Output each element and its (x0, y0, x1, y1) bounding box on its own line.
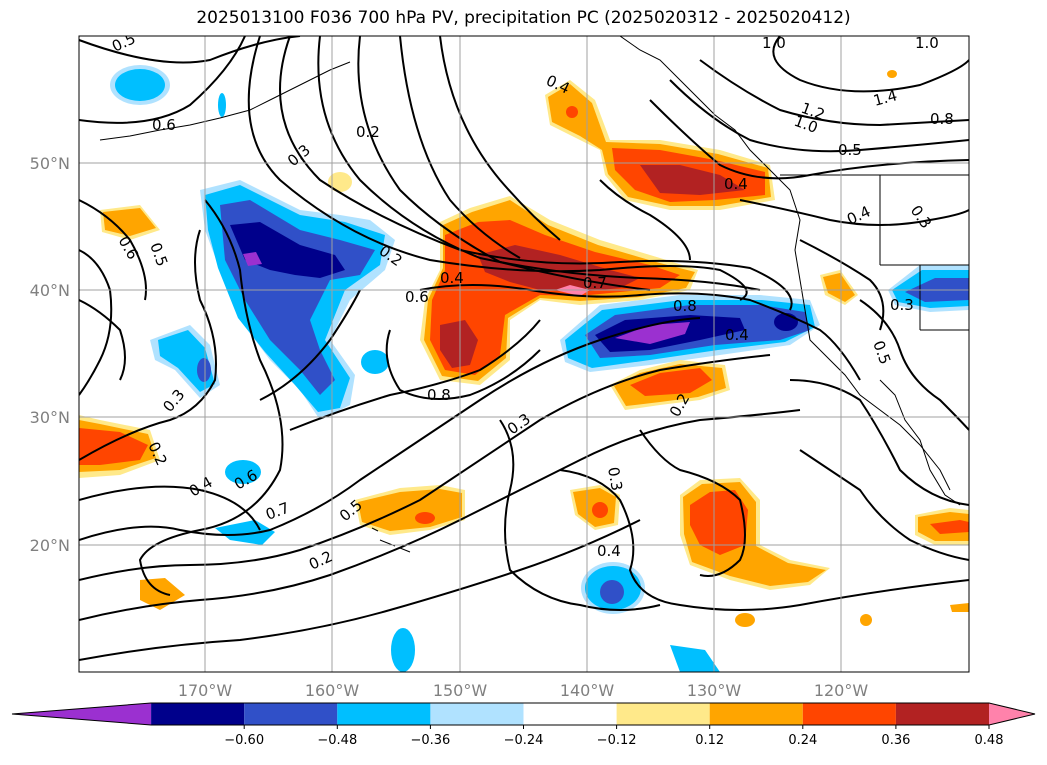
colorbar-segment (895, 703, 989, 725)
contour-label: 0.2 (356, 123, 380, 141)
lon-label: 130°W (687, 681, 742, 700)
contour-label: 0.8 (673, 297, 697, 315)
lon-label: 120°W (814, 681, 869, 700)
coastlines (99, 36, 969, 553)
contour-label: 0.3 (890, 296, 914, 314)
contour-label: 0.7 (583, 274, 607, 292)
contour-label: 0.4 (440, 269, 464, 287)
colorbar-tick-label: 0.36 (881, 733, 910, 748)
colorbar-segment (802, 703, 896, 725)
contour-label: 0.5 (838, 141, 862, 159)
colorbar-segment (709, 703, 803, 725)
lon-label: 160°W (305, 681, 360, 700)
contour-label: 0.6 (152, 116, 176, 134)
lon-label: 170°W (178, 681, 233, 700)
colorbar-tick-label: 0.48 (975, 733, 1004, 748)
colorbar-outline (11, 702, 1036, 726)
colorbar-tick-label: −0.24 (504, 733, 544, 748)
pv-contours (79, 36, 969, 661)
lon-label: 140°W (560, 681, 615, 700)
colorbar-segment (430, 703, 524, 725)
colorbar-tick-label: −0.48 (317, 733, 357, 748)
contour-label: 0.4 (724, 175, 748, 193)
map-title: 2025013100 F036 700 hPa PV, precipitatio… (196, 8, 851, 28)
plot-area (79, 36, 969, 672)
graticule (79, 36, 969, 672)
colorbar-tick-label: 0.12 (695, 733, 724, 748)
colorbar-segment (151, 703, 245, 725)
colorbar-tick-label: −0.36 (410, 733, 450, 748)
lat-label: 20°N (30, 536, 70, 555)
colorbar-extend-min (12, 703, 152, 725)
colorbar-segment (337, 703, 431, 725)
contour-label: 0.8 (930, 110, 954, 128)
contour-label: 0.6 (405, 288, 429, 306)
colorbar-segment (523, 703, 617, 725)
contour-label: 1.0 (762, 34, 786, 52)
lon-label: 150°W (433, 681, 488, 700)
colorbar-segment (244, 703, 338, 725)
colorbar-segment (616, 703, 710, 725)
lat-label: 50°N (30, 154, 70, 173)
colorbar-extend-max (989, 703, 1035, 725)
colorbar: −0.60 −0.48 −0.36 −0.24 −0.12 0.12 0.24 0.36 0.4… (11, 702, 1036, 748)
contour-label: 1.0 (915, 34, 939, 52)
lat-label: 40°N (30, 281, 70, 300)
contour-labels: 0.5 0.6 0.2 0.3 0.6 0.5 0.2 0.4 0.6 0.4 … (109, 34, 954, 574)
plot-frame (78, 35, 970, 673)
contour-label: 0.8 (427, 386, 451, 404)
colorbar-tick-label: −0.60 (224, 733, 264, 748)
lat-label: 30°N (30, 408, 70, 427)
lon-labels: 170°W 160°W 150°W 140°W 130°W 120°W (178, 681, 869, 700)
colorbar-tick-label: 0.24 (788, 733, 817, 748)
colorbar-tick-label: −0.12 (597, 733, 637, 748)
contour-label: 0.4 (725, 326, 749, 344)
contour-label: 0.4 (597, 542, 621, 560)
contour-label: 1.4 (871, 86, 899, 110)
contour-label: 0.3 (604, 466, 626, 493)
lat-labels: 50°N 40°N 30°N 20°N (30, 154, 70, 555)
